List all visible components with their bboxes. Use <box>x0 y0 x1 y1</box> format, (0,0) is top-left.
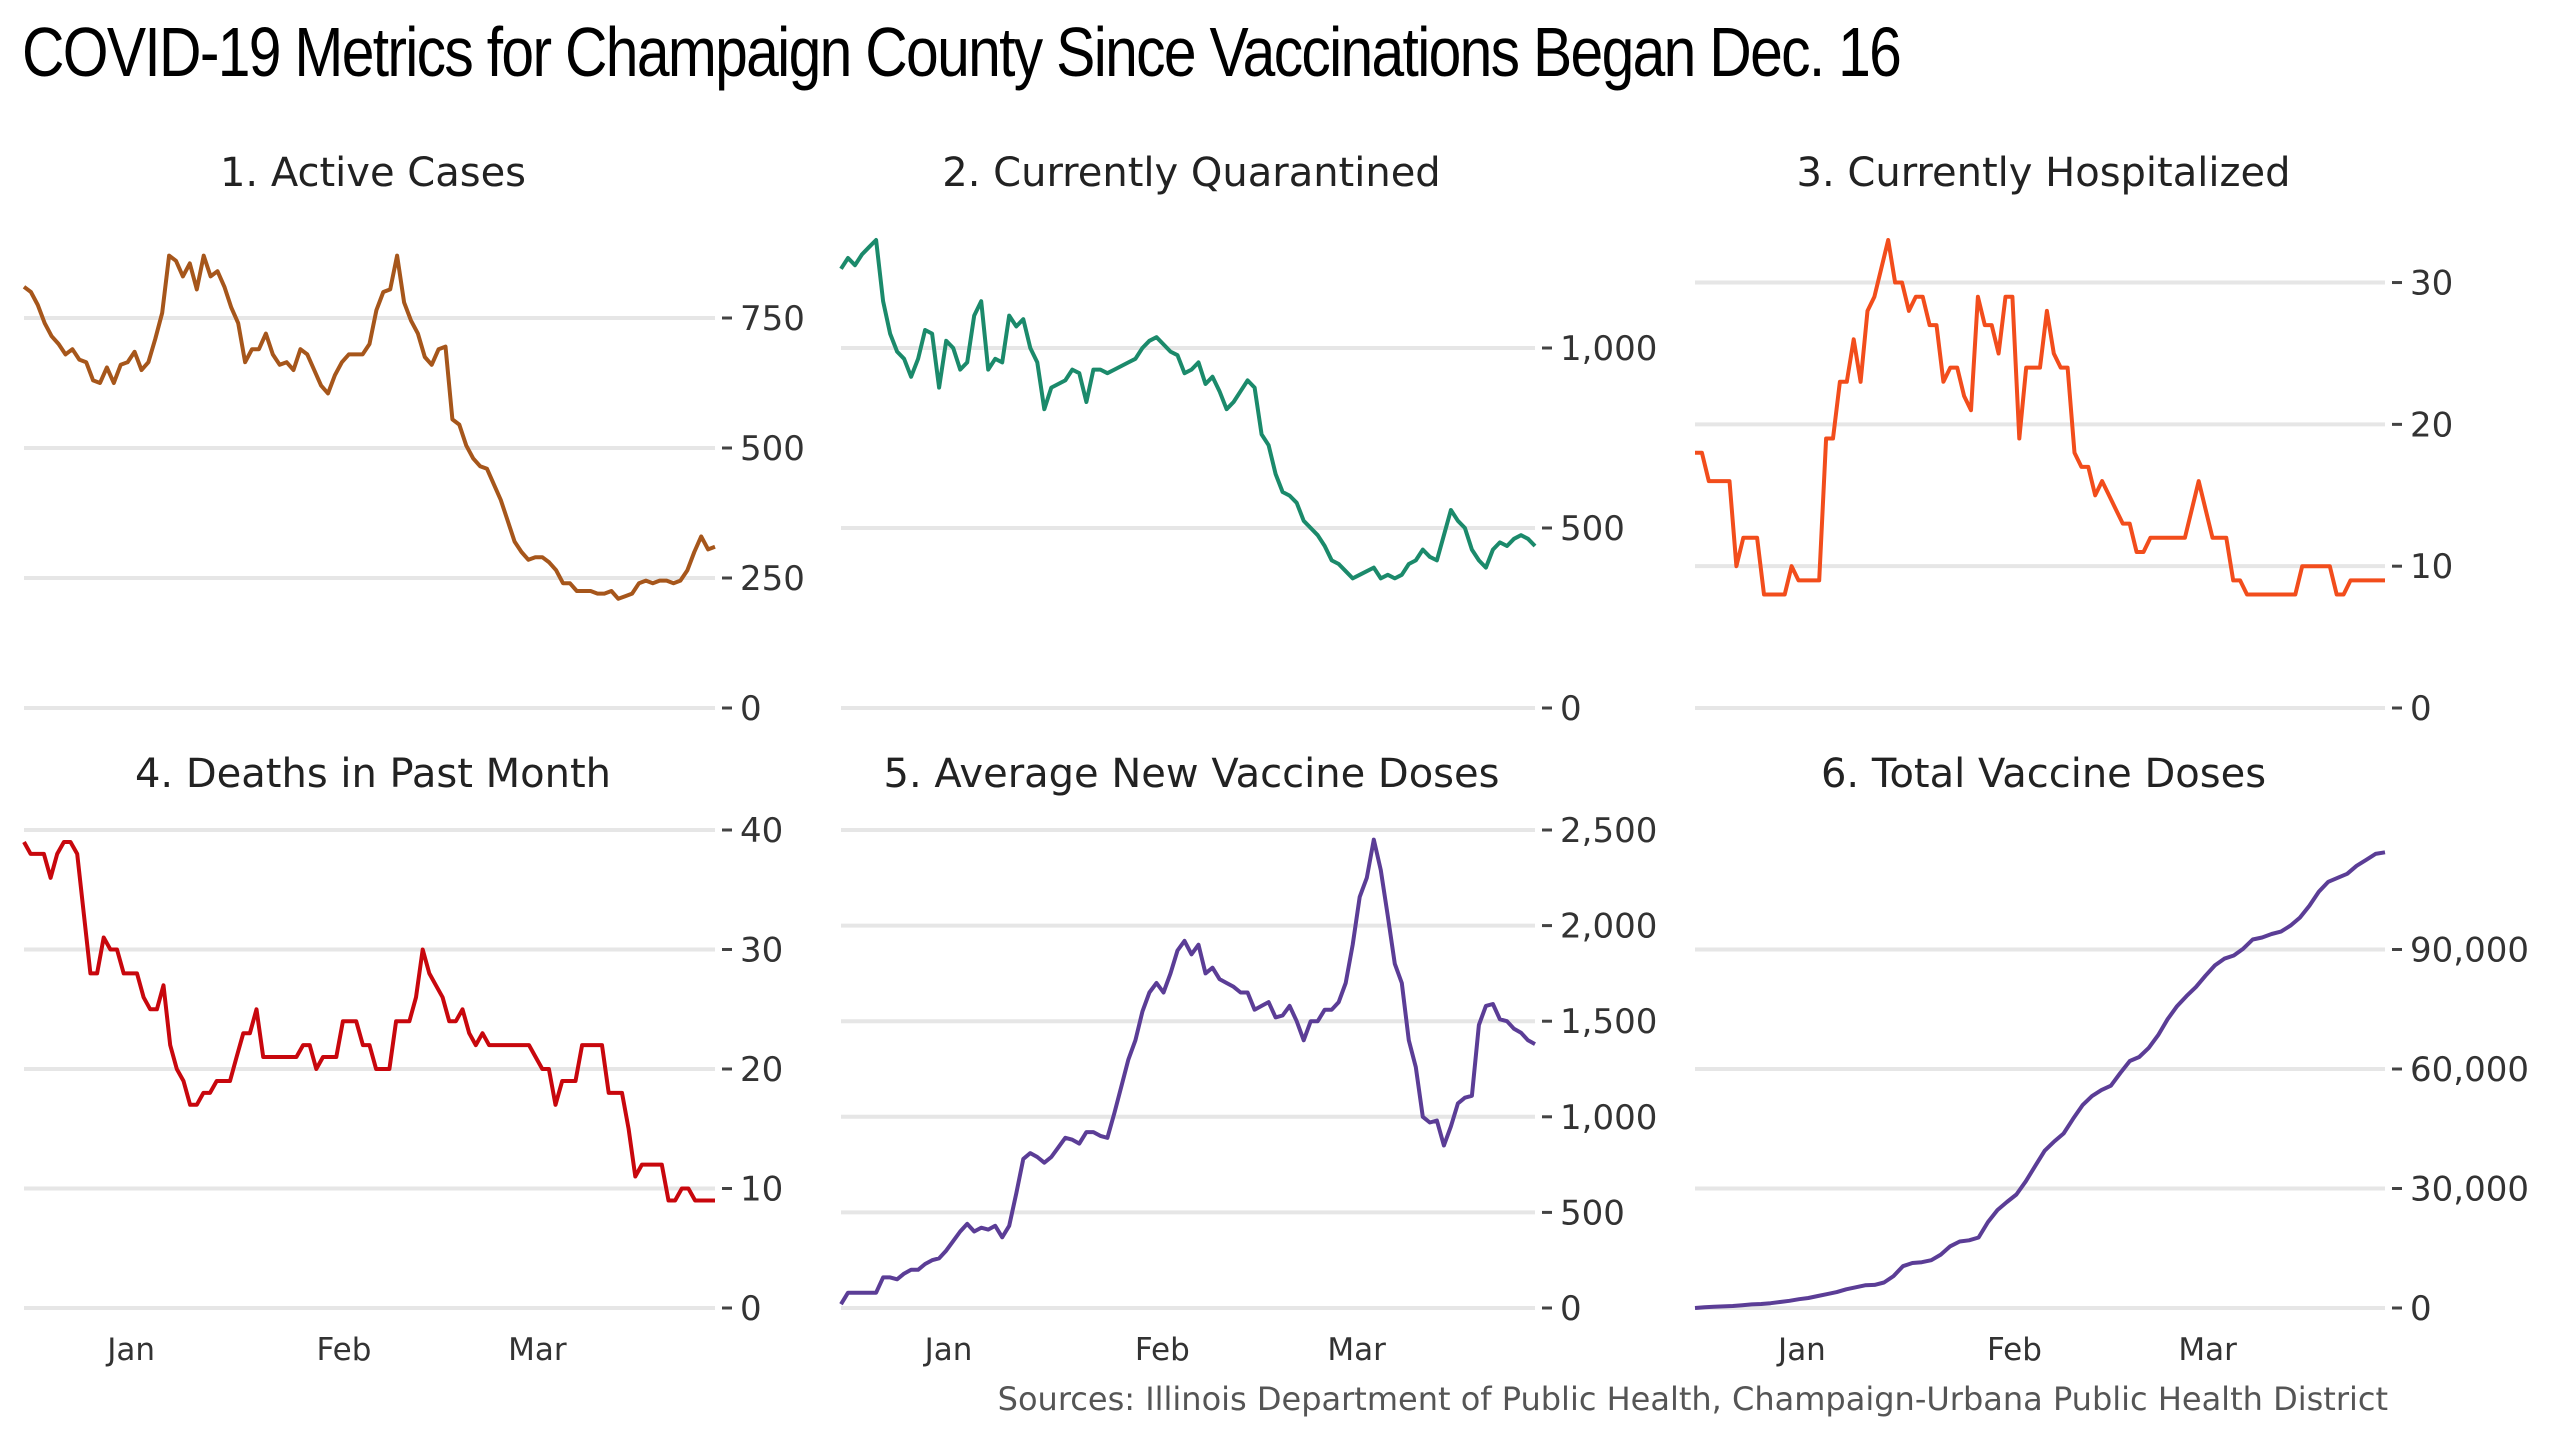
series-line <box>1694 850 2386 1310</box>
y-tick-label: 0 <box>2410 689 2432 729</box>
y-tick-label: 10 <box>740 1170 783 1210</box>
y-tick-label: 250 <box>740 559 805 599</box>
x-tick-label: Jan <box>105 1332 155 1368</box>
series-line <box>1695 238 2385 597</box>
chart-panel-4: 4. Deaths in Past Month 0 10 20 30 40 Jan Feb Ma… <box>22 751 783 1368</box>
y-tick-label: 90,000 <box>2410 931 2529 971</box>
x-tick-label: Feb <box>1987 1332 2042 1368</box>
series-line <box>839 238 1537 581</box>
y-tick-label: 40 <box>740 811 783 851</box>
y-tick-label: 1,500 <box>1560 1002 1657 1042</box>
x-tick-label: Jan <box>923 1332 973 1368</box>
page-title: COVID-19 Metrics for Champaign County Si… <box>22 13 1902 91</box>
chart-title: 1. Active Cases <box>220 150 526 196</box>
y-tick-label: 30,000 <box>2410 1170 2529 1210</box>
y-tick-label: 0 <box>1560 689 1582 729</box>
chart-title: 3. Currently Hospitalized <box>1797 150 2291 196</box>
y-tick-label: 2,000 <box>1560 907 1657 947</box>
chart-title: 4. Deaths in Past Month <box>135 751 611 797</box>
x-tick-label: Feb <box>1135 1332 1190 1368</box>
chart-title: 2. Currently Quarantined <box>942 150 1440 196</box>
y-tick-label: 1,000 <box>1560 1098 1657 1138</box>
x-tick-label: Feb <box>316 1332 371 1368</box>
y-tick-label: 0 <box>1560 1289 1582 1329</box>
series-line <box>839 837 1536 1306</box>
y-tick-label: 2,500 <box>1560 811 1657 851</box>
chart-title: 6. Total Vaccine Doses <box>1821 751 2266 797</box>
y-tick-label: 20 <box>740 1050 783 1090</box>
x-tick-label: Jan <box>1776 1332 1826 1368</box>
sources-note: Sources: Illinois Department of Public H… <box>997 1380 2388 1418</box>
chart-panel-6: 6. Total Vaccine Doses 0 30,000 60,000 90,00… <box>1694 751 2529 1368</box>
y-tick-label: 500 <box>740 429 805 469</box>
y-tick-label: 0 <box>740 1289 762 1329</box>
y-tick-label: 20 <box>2410 405 2453 445</box>
y-tick-label: 500 <box>1560 1193 1625 1233</box>
y-tick-label: 1,000 <box>1560 329 1657 369</box>
x-tick-label: Mar <box>508 1332 567 1368</box>
y-tick-label: 0 <box>740 689 762 729</box>
chart-title: 5. Average New Vaccine Doses <box>884 751 1500 797</box>
x-tick-label: Mar <box>1327 1332 1386 1368</box>
series-line <box>22 253 716 601</box>
x-tick-label: Mar <box>2178 1332 2237 1368</box>
chart-panel-2: 2. Currently Quarantined 0 500 1,000 <box>839 150 1657 729</box>
y-tick-label: 10 <box>2410 547 2453 587</box>
y-tick-label: 30 <box>2410 264 2453 304</box>
chart-panel-3: 3. Currently Hospitalized 0 10 20 30 <box>1695 150 2453 729</box>
y-tick-label: 500 <box>1560 509 1625 549</box>
y-tick-label: 60,000 <box>2410 1050 2529 1090</box>
y-tick-label: 750 <box>740 299 805 339</box>
y-tick-label: 30 <box>740 931 783 971</box>
series-line <box>22 840 715 1203</box>
chart-panel-5: 5. Average New Vaccine Doses 0 500 1,000 1,5… <box>839 751 1657 1368</box>
y-tick-label: 0 <box>2410 1289 2432 1329</box>
chart-panel-1: 1. Active Cases 0 250 500 750 <box>22 150 805 729</box>
